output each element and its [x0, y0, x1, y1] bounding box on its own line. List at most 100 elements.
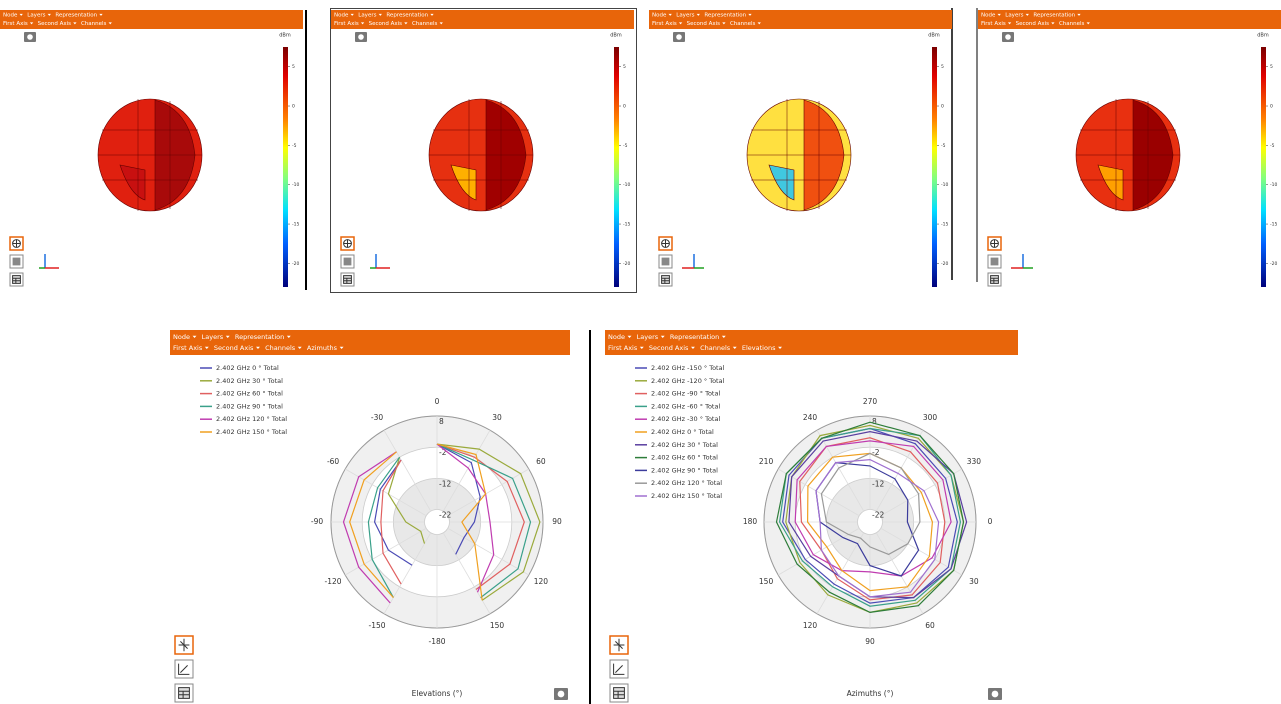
- dropdown-caret[interactable]: [668, 13, 672, 16]
- menu-item[interactable]: Azimuths: [307, 344, 338, 352]
- menu-item[interactable]: Node: [334, 13, 349, 19]
- legend-label[interactable]: 2.402 GHz 120 ° Total: [651, 479, 722, 487]
- legend-label[interactable]: 2.402 GHz 150 ° Total: [216, 428, 287, 436]
- menu-item[interactable]: First Axis: [652, 21, 677, 27]
- menu-item[interactable]: Channels: [81, 21, 107, 27]
- dropdown-caret[interactable]: [748, 13, 752, 16]
- menu-item[interactable]: First Axis: [334, 21, 359, 27]
- dropdown-caret[interactable]: [696, 13, 700, 16]
- legend-label[interactable]: 2.402 GHz 30 ° Total: [651, 441, 718, 449]
- dropdown-caret[interactable]: [225, 335, 230, 338]
- dropdown-caret[interactable]: [722, 22, 726, 25]
- menu-item[interactable]: First Axis: [981, 21, 1006, 27]
- dropdown-caret[interactable]: [1051, 22, 1055, 25]
- dropdown-caret[interactable]: [286, 335, 291, 338]
- legend-label[interactable]: 2.402 GHz 150 ° Total: [651, 492, 722, 500]
- menu-bar: [0, 10, 303, 29]
- angle-tick-label: 210: [759, 457, 774, 466]
- dropdown-caret[interactable]: [29, 22, 34, 25]
- menu-item[interactable]: Representation: [670, 333, 719, 341]
- dropdown-caret[interactable]: [19, 13, 23, 16]
- legend-label[interactable]: 2.402 GHz 90 ° Total: [651, 466, 718, 474]
- legend-label[interactable]: 2.402 GHz 120 ° Total: [216, 415, 287, 423]
- dropdown-caret[interactable]: [1086, 22, 1090, 25]
- dropdown-caret[interactable]: [204, 346, 209, 349]
- dropdown-caret[interactable]: [1025, 13, 1029, 16]
- menu-item[interactable]: Channels: [265, 344, 296, 352]
- dropdown-caret[interactable]: [627, 335, 632, 338]
- menu-item[interactable]: Layers: [1005, 13, 1023, 19]
- dropdown-caret[interactable]: [1007, 22, 1012, 25]
- menu-item[interactable]: Layers: [358, 13, 376, 19]
- legend-label[interactable]: 2.402 GHz 0 ° Total: [651, 428, 714, 436]
- menu-item[interactable]: Channels: [700, 344, 731, 352]
- dropdown-caret[interactable]: [99, 13, 103, 16]
- legend-label[interactable]: 2.402 GHz 60 ° Total: [651, 454, 718, 462]
- menu-item[interactable]: Layers: [27, 13, 45, 19]
- menu-item[interactable]: Representation: [1033, 13, 1075, 19]
- dropdown-caret[interactable]: [360, 22, 365, 25]
- legend-label[interactable]: 2.402 GHz 30 ° Total: [216, 377, 283, 385]
- menu-item[interactable]: Second Axis: [38, 21, 72, 27]
- menu-item[interactable]: Representation: [704, 13, 746, 19]
- dropdown-caret[interactable]: [439, 22, 443, 25]
- legend-label[interactable]: 2.402 GHz 0 ° Total: [216, 364, 279, 372]
- dropdown-caret[interactable]: [757, 22, 761, 25]
- menu-item[interactable]: Node: [981, 13, 996, 19]
- menu-item[interactable]: Elevations: [742, 344, 776, 352]
- menu-item[interactable]: Node: [3, 13, 18, 19]
- menu-item[interactable]: Layers: [637, 333, 659, 341]
- legend-label[interactable]: 2.402 GHz -90 ° Total: [651, 390, 720, 398]
- dropdown-caret[interactable]: [997, 13, 1001, 16]
- dropdown-caret[interactable]: [73, 22, 77, 25]
- legend-label[interactable]: 2.402 GHz -60 ° Total: [651, 402, 720, 410]
- menu-item[interactable]: Channels: [1059, 21, 1085, 27]
- menu-item[interactable]: Second Axis: [1016, 21, 1050, 27]
- dropdown-caret[interactable]: [721, 335, 726, 338]
- menu-bar: [170, 330, 570, 355]
- grid-spoke: [383, 532, 432, 614]
- dropdown-caret[interactable]: [678, 22, 683, 25]
- dropdown-caret[interactable]: [732, 346, 737, 349]
- dropdown-caret[interactable]: [108, 22, 112, 25]
- legend-label[interactable]: 2.402 GHz -120 ° Total: [651, 377, 725, 385]
- dropdown-caret[interactable]: [404, 22, 408, 25]
- menu-item[interactable]: Representation: [235, 333, 284, 341]
- legend-label[interactable]: 2.402 GHz 90 ° Total: [216, 402, 283, 410]
- dropdown-caret[interactable]: [256, 346, 260, 349]
- menu-item[interactable]: Channels: [730, 21, 756, 27]
- dropdown-caret[interactable]: [691, 346, 695, 349]
- menu-item[interactable]: Second Axis: [369, 21, 403, 27]
- menu-item[interactable]: Second Axis: [214, 344, 254, 352]
- angle-tick-label: 300: [923, 413, 938, 422]
- menu-item[interactable]: Channels: [412, 21, 438, 27]
- dropdown-caret[interactable]: [350, 13, 354, 16]
- menu-item[interactable]: Second Axis: [687, 21, 721, 27]
- legend-label[interactable]: 2.402 GHz -150 ° Total: [651, 364, 725, 372]
- menu-item[interactable]: Representation: [55, 13, 97, 19]
- dropdown-caret[interactable]: [430, 13, 434, 16]
- dropdown-caret[interactable]: [778, 346, 782, 349]
- menu-item[interactable]: Node: [608, 333, 625, 341]
- dropdown-caret[interactable]: [1077, 13, 1081, 16]
- dropdown-caret[interactable]: [339, 346, 344, 349]
- dropdown-caret[interactable]: [378, 13, 382, 16]
- menu-item[interactable]: Representation: [386, 13, 428, 19]
- menu-item[interactable]: Node: [173, 333, 190, 341]
- dropdown-caret[interactable]: [192, 335, 197, 338]
- dropdown-caret[interactable]: [297, 346, 302, 349]
- legend-label[interactable]: 2.402 GHz -30 ° Total: [651, 415, 720, 423]
- menu-item[interactable]: First Axis: [173, 344, 203, 352]
- dropdown-caret[interactable]: [660, 335, 665, 338]
- menu-item[interactable]: First Axis: [608, 344, 638, 352]
- legend-label[interactable]: 2.402 GHz 60 ° Total: [216, 390, 283, 398]
- menu-item[interactable]: Layers: [202, 333, 224, 341]
- menu-item[interactable]: First Axis: [3, 21, 28, 27]
- dropdown-caret[interactable]: [639, 346, 644, 349]
- menu-item[interactable]: Node: [652, 13, 667, 19]
- menu-item[interactable]: Second Axis: [649, 344, 689, 352]
- dropdown-caret[interactable]: [47, 13, 51, 16]
- colorbar-tick-label: -10: [292, 182, 299, 188]
- menu-item[interactable]: Layers: [676, 13, 694, 19]
